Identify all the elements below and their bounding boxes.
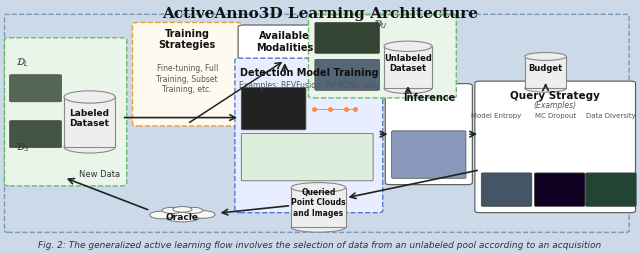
FancyBboxPatch shape	[241, 134, 373, 181]
Text: Oracle: Oracle	[166, 212, 199, 221]
Ellipse shape	[162, 208, 182, 214]
Ellipse shape	[384, 84, 432, 94]
Ellipse shape	[525, 85, 566, 93]
Ellipse shape	[150, 211, 174, 219]
FancyBboxPatch shape	[291, 188, 346, 227]
FancyBboxPatch shape	[308, 16, 456, 99]
Ellipse shape	[525, 53, 566, 61]
Text: $\mathcal{D}_U$: $\mathcal{D}_U$	[373, 18, 388, 30]
Text: Budget: Budget	[529, 64, 563, 73]
FancyBboxPatch shape	[4, 15, 629, 232]
Ellipse shape	[384, 42, 432, 52]
Text: Training
Strategies: Training Strategies	[159, 29, 216, 50]
FancyBboxPatch shape	[481, 173, 532, 207]
FancyBboxPatch shape	[392, 131, 466, 179]
Bar	[384, 47, 432, 89]
Ellipse shape	[64, 91, 115, 104]
FancyBboxPatch shape	[586, 173, 636, 207]
FancyBboxPatch shape	[385, 84, 472, 185]
Text: Queried
Point Clouds
and Images: Queried Point Clouds and Images	[291, 187, 346, 217]
Text: Available
Modalities: Available Modalities	[256, 31, 314, 53]
FancyBboxPatch shape	[4, 39, 127, 186]
Ellipse shape	[64, 141, 115, 153]
Ellipse shape	[165, 212, 200, 222]
Text: Query Strategy: Query Strategy	[510, 90, 600, 100]
Text: New Data: New Data	[79, 169, 120, 179]
FancyBboxPatch shape	[525, 57, 566, 89]
Text: Model Entropy: Model Entropy	[471, 113, 521, 119]
FancyBboxPatch shape	[315, 23, 380, 54]
Ellipse shape	[191, 211, 215, 218]
Text: Examples: BEVFusion, PV-RCNN, etc.: Examples: BEVFusion, PV-RCNN, etc.	[239, 81, 378, 90]
Text: Labeled
Dataset: Labeled Dataset	[70, 108, 109, 128]
FancyBboxPatch shape	[384, 47, 432, 89]
FancyBboxPatch shape	[132, 23, 242, 126]
FancyBboxPatch shape	[241, 88, 306, 130]
FancyBboxPatch shape	[475, 82, 636, 213]
Bar	[291, 188, 346, 227]
Text: Fine-tuning, Full
Training, Subset
Training, etc.: Fine-tuning, Full Training, Subset Train…	[156, 64, 218, 93]
Ellipse shape	[291, 183, 346, 193]
FancyBboxPatch shape	[235, 59, 383, 213]
Ellipse shape	[291, 223, 346, 232]
Text: Inference: Inference	[403, 93, 455, 103]
Text: $\mathcal{D}_3$: $\mathcal{D}_3$	[15, 141, 29, 154]
Text: ActiveAnno3D Learning Architecture: ActiveAnno3D Learning Architecture	[162, 7, 478, 21]
FancyBboxPatch shape	[315, 60, 380, 91]
Ellipse shape	[182, 208, 203, 214]
Ellipse shape	[173, 207, 192, 212]
FancyBboxPatch shape	[64, 98, 115, 147]
Bar	[64, 98, 115, 147]
Text: Data Diversity: Data Diversity	[586, 113, 636, 119]
Text: Detection Model Training: Detection Model Training	[239, 67, 378, 77]
FancyBboxPatch shape	[534, 173, 585, 207]
Text: Unlabeled
Dataset: Unlabeled Dataset	[384, 54, 432, 73]
FancyBboxPatch shape	[10, 75, 61, 102]
Text: $\mathcal{D}_L$: $\mathcal{D}_L$	[16, 56, 29, 69]
FancyBboxPatch shape	[238, 26, 332, 78]
FancyBboxPatch shape	[10, 121, 61, 148]
Text: (Examples): (Examples)	[534, 101, 577, 110]
Bar	[525, 57, 566, 89]
Text: Fig. 2: The generalized active learning flow involves the selection of data from: Fig. 2: The generalized active learning …	[38, 240, 602, 249]
Text: MC Dropout: MC Dropout	[534, 113, 576, 119]
